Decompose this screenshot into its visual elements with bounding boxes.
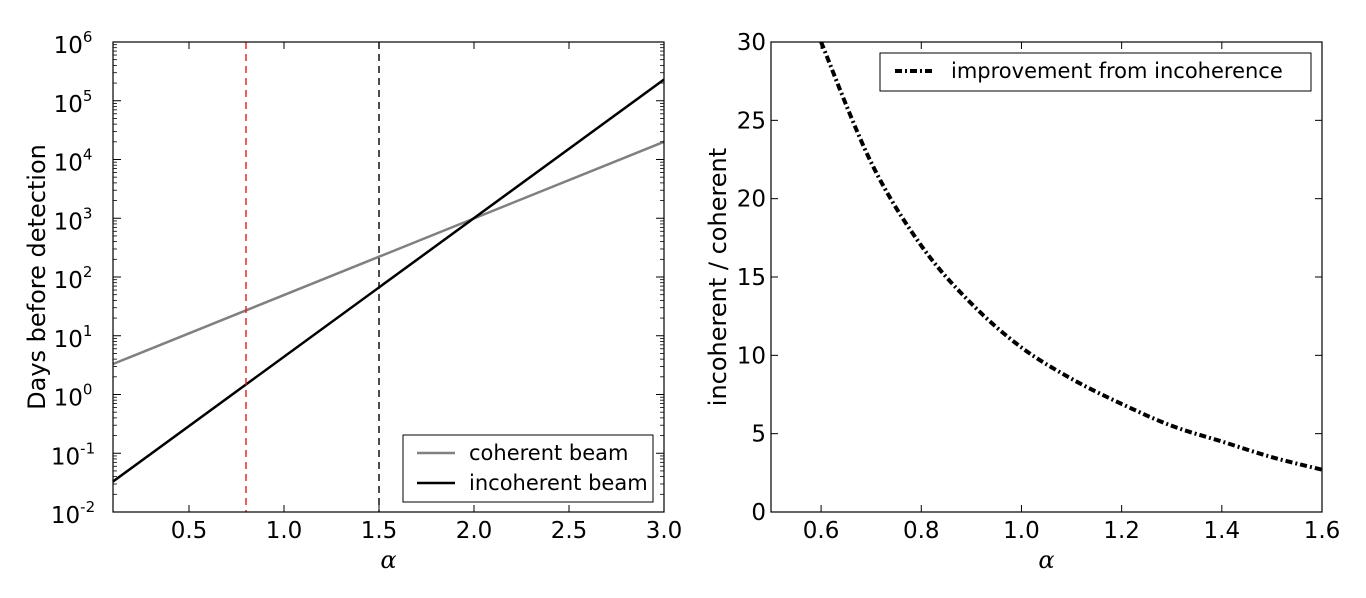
legend: coherent beam incoherent beam [402,434,654,503]
x-axis-label: α [380,546,396,574]
y-tick-base: 10 [54,386,83,412]
legend-label-0: coherent beam [469,441,629,465]
y-tick-label: 15 [737,265,766,291]
y-tick-label: 0 [751,500,766,526]
left-chart: 0.5 1.0 1.5 2.0 2.5 3.010-210-110010110210310… [23,28,682,574]
y-tick-label: 101 [54,322,93,353]
y-tick-label: 20 [737,187,766,213]
series-line-1 [112,78,665,483]
y-tick-label: 10-2 [51,498,95,529]
x-tick-label: 2.0 [456,518,493,544]
x-tick-label: 1.6 [1304,518,1341,544]
y-tick-base: 10 [54,33,83,59]
y-tick-label: 30 [737,30,766,56]
y-tick-exponent: 3 [83,204,93,222]
y-tick-base: 10 [54,151,83,177]
y-tick-label: 106 [54,28,93,59]
series-line-0 [112,140,665,366]
x-tick-label: 1.5 [361,518,398,544]
y-tick-label: 104 [54,146,93,177]
y-tick-base: 10 [54,92,83,118]
x-axis-label: α [1038,546,1054,574]
legend-label-1: incoherent beam [469,471,648,495]
legend-label-0: improvement from incoherence [951,59,1283,83]
y-axis-label: incoherent / coherent [704,148,732,406]
x-tick-label: 1.2 [1103,518,1140,544]
plot-frame [770,41,1323,513]
y-tick-label: 10 [737,343,766,369]
y-tick-label: 102 [54,263,93,294]
y-tick-label: 100 [54,381,93,412]
y-tick-base: 10 [51,503,80,529]
y-axis-label: Days before detection [23,144,51,410]
x-tick-label: 3.0 [646,518,683,544]
y-tick-label: 5 [751,422,766,448]
y-tick-exponent: 2 [83,263,93,281]
y-tick-exponent: 1 [83,322,93,340]
x-tick-label: 0.6 [803,518,840,544]
y-tick-exponent: 6 [83,28,93,46]
x-tick-label: 1.0 [266,518,303,544]
y-tick-label: 25 [737,108,766,134]
y-tick-exponent: 0 [83,381,93,399]
y-tick-label: 105 [54,87,93,118]
y-tick-base: 10 [54,209,83,235]
x-tick-label: 1.4 [1204,518,1241,544]
y-tick-label: 103 [54,204,93,235]
y-tick-exponent: 4 [83,146,93,164]
x-tick-label: 1.0 [1003,518,1040,544]
y-tick-exponent: -2 [80,498,95,516]
y-tick-exponent: 5 [83,87,93,105]
right-chart: 0.6 0.8 1.0 1.2 1.4 1.6 0 5 10 15 20 25 30 α incoheren… [704,30,1340,574]
legend: improvement from incoherence [879,52,1312,92]
y-tick-base: 10 [51,444,80,470]
x-tick-label: 0.8 [903,518,940,544]
y-tick-base: 10 [54,327,83,353]
legend-box [879,52,1312,92]
x-tick-label: 0.5 [171,518,208,544]
legend-box [402,434,654,503]
y-tick-label: 10-1 [51,439,95,470]
series-line-0 [819,41,1323,472]
x-tick-label: 2.5 [551,518,588,544]
y-tick-base: 10 [54,268,83,294]
y-tick-exponent: -1 [80,439,95,457]
